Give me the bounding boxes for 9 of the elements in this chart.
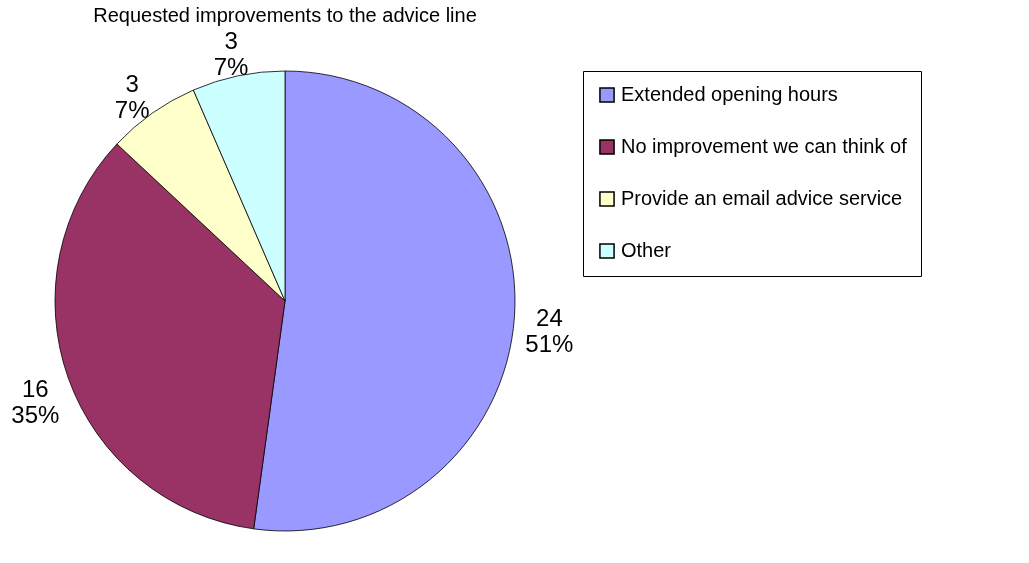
data-label: 3 7% bbox=[213, 26, 249, 80]
data-label: 3 7% bbox=[114, 69, 150, 123]
chart-title: Requested improvements to the advice line bbox=[93, 3, 477, 26]
legend-label: Extended opening hours bbox=[621, 83, 838, 105]
legend-label: Provide an email advice service bbox=[621, 187, 903, 209]
data-label: 24 51% bbox=[525, 304, 574, 358]
legend-label: No improvement we can think of bbox=[621, 135, 908, 157]
legend-label: Other bbox=[621, 239, 672, 261]
data-label: 16 35% bbox=[11, 374, 60, 428]
